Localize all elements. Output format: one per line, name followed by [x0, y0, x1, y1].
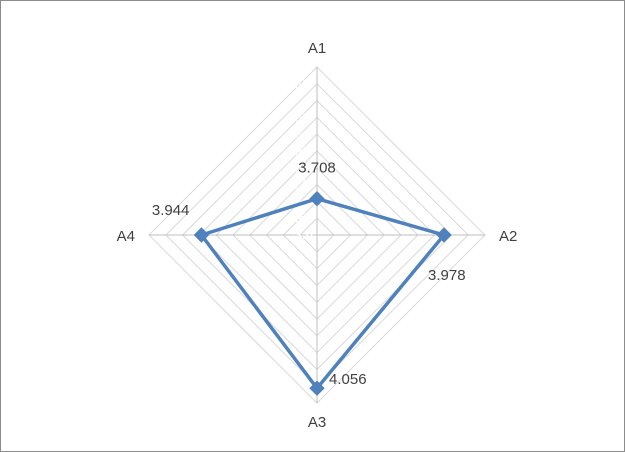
- series-line: [199, 196, 446, 390]
- data-point-a1: [309, 191, 325, 207]
- category-label-a1: A1: [308, 40, 326, 57]
- data-label-a4: 3.944: [152, 202, 190, 219]
- data-label-a3: 4.056: [329, 371, 367, 388]
- radar-axes: [149, 67, 485, 403]
- tick-label: 3.95: [288, 109, 313, 124]
- tick-label: 4.1: [295, 59, 313, 74]
- tick-label: 3.85: [288, 143, 313, 158]
- radar-series: [193, 191, 452, 396]
- category-label-a3: A3: [308, 414, 326, 431]
- tick-label: 4.05: [288, 76, 313, 91]
- tick-label: 3.75: [288, 177, 313, 192]
- tick-label: 3.8: [295, 160, 313, 175]
- data-point-a4: [193, 227, 210, 243]
- tick-label: 3.9: [295, 126, 313, 141]
- data-point-a2: [436, 227, 452, 243]
- data-label-a2: 3.978: [428, 267, 466, 284]
- category-label-a2: A2: [499, 228, 517, 245]
- category-label-a4: A4: [117, 228, 135, 245]
- tick-label: 4: [306, 93, 313, 108]
- tick-label: 3.65: [288, 210, 313, 225]
- data-label-a1: 3.708: [298, 160, 336, 177]
- tick-label: 3.6: [295, 227, 313, 242]
- radar-labels: A1 A2 A3 A4 3.708 3.978 4.056 3.944: [117, 40, 518, 431]
- data-point-a3: [309, 380, 325, 396]
